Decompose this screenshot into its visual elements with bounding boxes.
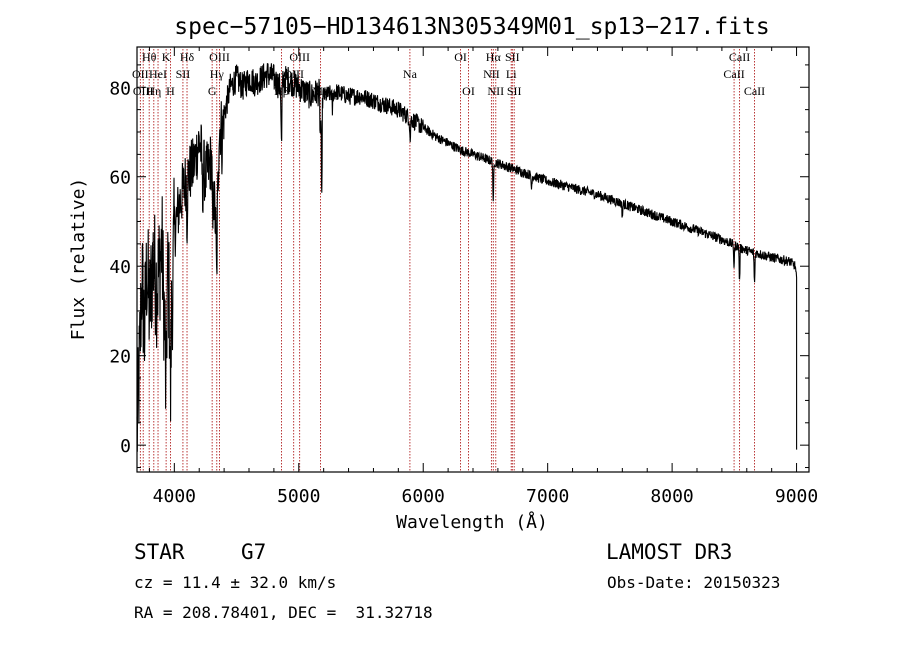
emission-line-label: Na — [403, 67, 418, 81]
x-tick-label: 4000 — [153, 486, 196, 507]
obs-date-readout: Obs-Date: 20150323 — [607, 573, 781, 592]
y-tick-label: 40 — [109, 257, 131, 278]
emission-line-label: OIII — [209, 50, 230, 64]
emission-line-label: Hγ — [210, 67, 225, 81]
chart-title: spec−57105−HD134613N305349M01_sp13−217.f… — [174, 14, 769, 40]
emission-line-label: OI — [454, 50, 467, 64]
x-tick-label: 9000 — [775, 486, 818, 507]
emission-line-markers — [139, 49, 755, 471]
emission-line-label: SII — [507, 84, 522, 98]
emission-line-label: Hα — [486, 50, 502, 64]
emission-line-label: Hδ — [180, 50, 195, 64]
x-tick-label: 5000 — [277, 486, 320, 507]
emission-line-label: SII — [505, 50, 520, 64]
emission-line-label: OIII — [289, 50, 310, 64]
y-tick-label: 20 — [109, 347, 131, 368]
emission-line-label: G — [208, 84, 217, 98]
emission-line-label: OII — [132, 67, 149, 81]
x-tick-label: 6000 — [402, 486, 445, 507]
emission-line-label: NII — [483, 67, 500, 81]
emission-line-label: K — [162, 50, 171, 64]
emission-line-label: Hη — [146, 84, 161, 98]
coordinates-readout: RA = 208.78401, DEC = 31.32718 — [134, 603, 433, 622]
redshift-readout: cz = 11.4 ± 32.0 km/s — [134, 573, 337, 592]
x-tick-label: 7000 — [526, 486, 569, 507]
emission-line-label: SII — [176, 67, 191, 81]
survey-name: LAMOST DR3 — [606, 540, 733, 564]
object-subclass: G7 — [241, 540, 267, 564]
emission-line-label: CaII — [729, 50, 750, 64]
emission-line-label: CaII — [744, 84, 765, 98]
y-tick-label: 60 — [109, 168, 131, 189]
object-class: STAR — [134, 540, 185, 564]
emission-line-label: NII — [487, 84, 504, 98]
emission-line-label: CaII — [723, 67, 744, 81]
x-axis-ticks: 4000 5000 6000 7000 8000 9000 — [148, 47, 818, 507]
y-axis-label: Flux (relative) — [68, 178, 89, 341]
emission-line-label: OI — [462, 84, 475, 98]
x-tick-label: 8000 — [650, 486, 693, 507]
y-axis-ticks: 0 20 40 60 80 — [109, 64, 809, 469]
emission-line-labels: OIIOIIIHθHηHeIKHSIIHδGHγOIIIHβOIIIOIIIMg… — [132, 50, 765, 98]
emission-line-label: HeI — [149, 67, 167, 81]
emission-line-label: Li — [506, 67, 517, 81]
spectrum-line — [136, 63, 798, 452]
emission-line-label: Hθ — [142, 50, 157, 64]
y-tick-label: 0 — [120, 436, 131, 457]
plot-frame — [136, 46, 810, 473]
y-tick-label: 80 — [109, 78, 131, 99]
x-axis-label: Wavelength (Å) — [396, 511, 548, 533]
emission-line-label: H — [166, 84, 175, 98]
